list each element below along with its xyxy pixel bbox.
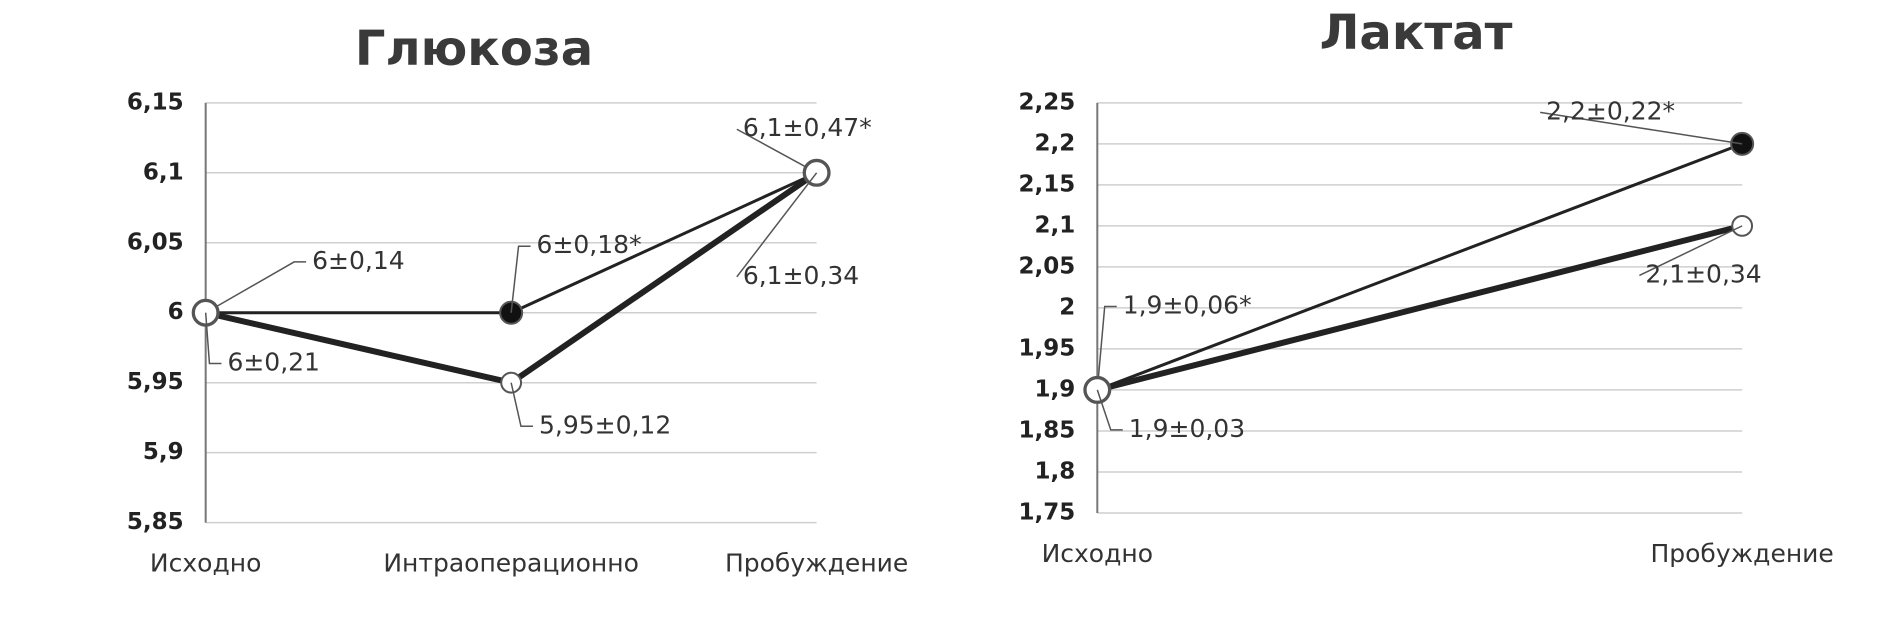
data-label: 6,1±0,47* <box>743 113 872 142</box>
data-label: 5,95±0,12 <box>539 410 671 439</box>
leader-line <box>1096 389 1123 431</box>
data-label: 6±0,21 <box>227 348 320 377</box>
y-tick-label: 2 <box>1059 294 1075 320</box>
x-tick-label: Пробуждение <box>725 549 908 578</box>
leader-line <box>736 128 817 174</box>
y-tick-label: 1,75 <box>1019 499 1076 525</box>
y-tick-label: 6,15 <box>127 89 184 115</box>
y-tick-label: 6 <box>168 299 184 325</box>
x-tick-label: Исходно <box>150 549 261 578</box>
x-tick-label: Пробуждение <box>1650 539 1833 568</box>
data-label: 6,1±0,34 <box>743 261 859 290</box>
chart-title: Лактат <box>1320 5 1513 61</box>
y-tick-label: 1,95 <box>1019 335 1076 361</box>
data-label: 6±0,18* <box>537 230 642 259</box>
leader-line <box>205 261 307 314</box>
y-tick-label: 5,9 <box>143 439 184 465</box>
leader-line <box>1540 111 1743 145</box>
y-tick-label: 5,95 <box>127 369 184 395</box>
y-tick-label: 6,05 <box>127 229 184 255</box>
leader-line <box>1639 225 1743 277</box>
data-label: 2,1±0,34 <box>1645 259 1761 288</box>
y-tick-label: 1,85 <box>1019 417 1076 443</box>
y-tick-label: 2,1 <box>1035 212 1076 238</box>
series-line <box>1096 142 1743 392</box>
y-tick-label: 1,9 <box>1035 376 1076 402</box>
leader-line <box>736 172 818 278</box>
y-tick-label: 6,1 <box>143 159 184 185</box>
y-tick-label: 2,15 <box>1019 171 1076 197</box>
y-tick-label: 2,05 <box>1019 253 1076 279</box>
x-tick-label: Интраоперационно <box>383 549 639 578</box>
leader-line <box>1096 305 1117 390</box>
x-tick-label: Исходно <box>1042 539 1153 568</box>
data-label: 1,9±0,03 <box>1129 414 1245 443</box>
leader-line <box>510 245 531 313</box>
y-tick-label: 1,8 <box>1035 458 1076 484</box>
chart-title: Глюкоза <box>355 21 593 77</box>
data-label: 6±0,14 <box>312 246 405 275</box>
leader-line <box>204 312 222 365</box>
leader-line <box>510 382 533 428</box>
data-label: 1,9±0,06* <box>1123 290 1252 319</box>
y-tick-label: 2,2 <box>1035 130 1076 156</box>
series-line <box>1096 222 1743 393</box>
data-label: 2,2±0,22* <box>1546 96 1675 125</box>
marker <box>499 300 524 325</box>
y-tick-label: 5,85 <box>127 509 184 535</box>
y-tick-label: 2,25 <box>1019 89 1076 115</box>
